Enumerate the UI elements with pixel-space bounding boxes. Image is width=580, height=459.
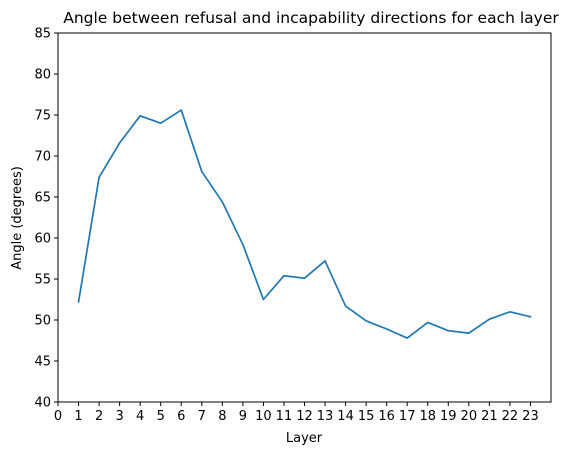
x-tick-label: 15: [358, 409, 375, 424]
x-tick-label: 23: [522, 409, 539, 424]
data-point: [344, 304, 348, 308]
data-point: [323, 259, 327, 263]
x-tick-label: 18: [419, 409, 436, 424]
x-tick-label: 5: [157, 409, 165, 424]
data-point: [77, 300, 81, 304]
data-point: [385, 327, 389, 331]
x-tick-label: 3: [115, 409, 123, 424]
data-point: [220, 200, 224, 204]
data-point: [426, 320, 430, 324]
x-tick-label: 6: [177, 409, 185, 424]
data-point: [138, 114, 142, 118]
data-point: [241, 243, 245, 247]
x-tick-label: 20: [461, 409, 478, 424]
data-point: [364, 319, 368, 323]
y-axis-label: Angle (degrees): [10, 166, 25, 270]
data-point: [97, 175, 101, 179]
y-tick-label: 50: [34, 314, 51, 329]
y-axis-ticks: 40 45 50 55 60 65 70 75 80 85: [34, 27, 58, 411]
data-point: [159, 121, 163, 125]
data-point: [261, 298, 265, 302]
data-point: [282, 274, 286, 278]
x-tick-label: 1: [74, 409, 82, 424]
x-tick-label: 21: [481, 409, 498, 424]
x-tick-label: 8: [218, 409, 226, 424]
x-axis-label: Layer: [286, 431, 323, 446]
x-tick-label: 4: [136, 409, 144, 424]
x-tick-label: 9: [239, 409, 247, 424]
x-tick-label: 14: [337, 409, 354, 424]
x-tick-label: 19: [440, 409, 457, 424]
x-tick-label: 22: [502, 409, 519, 424]
data-point: [405, 336, 409, 340]
data-point: [303, 276, 307, 280]
plot-frame: [57, 32, 552, 403]
data-point: [508, 310, 512, 314]
data-point: [467, 331, 471, 335]
data-point: [528, 315, 532, 319]
x-tick-label: 11: [276, 409, 293, 424]
data-point: [487, 317, 491, 321]
x-tick-label: 12: [296, 409, 313, 424]
x-tick-label: 7: [198, 409, 206, 424]
x-tick-label: 16: [378, 409, 395, 424]
x-tick-label: 2: [95, 409, 103, 424]
y-tick-label: 75: [34, 109, 51, 124]
series-layer: [77, 108, 532, 340]
data-point: [118, 141, 122, 145]
data-point: [200, 170, 204, 174]
x-tick-label: 17: [399, 409, 416, 424]
x-tick-label: 10: [255, 409, 272, 424]
y-tick-label: 45: [34, 355, 51, 370]
chart-title: Angle between refusal and incapability d…: [63, 9, 559, 27]
x-axis-ticks: 0 1 2 3 4 5 6 7 8 9 10 11 12 13 14 15 16 17 18 19 20 21 22 23: [54, 402, 539, 424]
x-tick-label: 0: [54, 409, 62, 424]
y-tick-label: 70: [34, 150, 51, 165]
x-tick-label: 13: [317, 409, 334, 424]
y-tick-label: 55: [34, 273, 51, 288]
y-tick-label: 40: [34, 396, 51, 411]
y-tick-label: 60: [34, 232, 51, 247]
data-point: [446, 329, 450, 333]
y-tick-label: 65: [34, 191, 51, 206]
y-tick-label: 80: [34, 68, 51, 83]
series-line: [77, 109, 532, 339]
data-point: [179, 108, 183, 112]
y-tick-label: 85: [34, 27, 51, 42]
